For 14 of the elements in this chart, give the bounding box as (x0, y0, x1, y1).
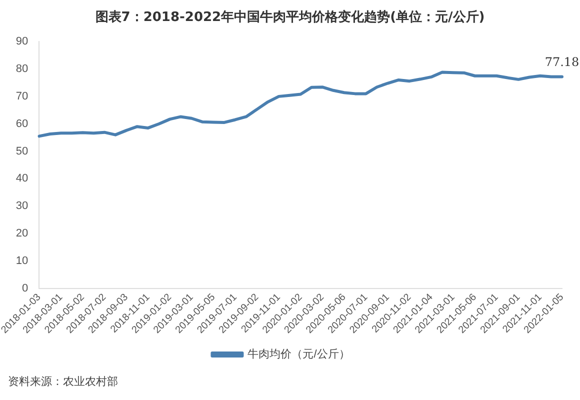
y-tick-label: 10 (16, 254, 28, 267)
y-tick-label: 20 (16, 228, 28, 240)
y-tick-label: 60 (16, 118, 28, 130)
y-tick-label: 50 (16, 145, 28, 158)
data-label: 77.18 (544, 54, 580, 69)
y-tick-label: 70 (16, 90, 28, 102)
y-tick-label: 80 (16, 63, 28, 76)
y-tick-label: 90 (16, 36, 28, 48)
y-tick-label: 40 (16, 172, 28, 185)
y-tick-label: 0 (22, 282, 28, 294)
text: 资料来源：农业农村部 (8, 374, 118, 389)
y-tick-label: 30 (16, 200, 28, 212)
chart-title: 图表7：2018-2022年中国牛肉平均价格变化趋势(单位：元/公斤) (94, 8, 486, 26)
legend-label: 牛肉均价（元/公斤） (248, 348, 350, 361)
